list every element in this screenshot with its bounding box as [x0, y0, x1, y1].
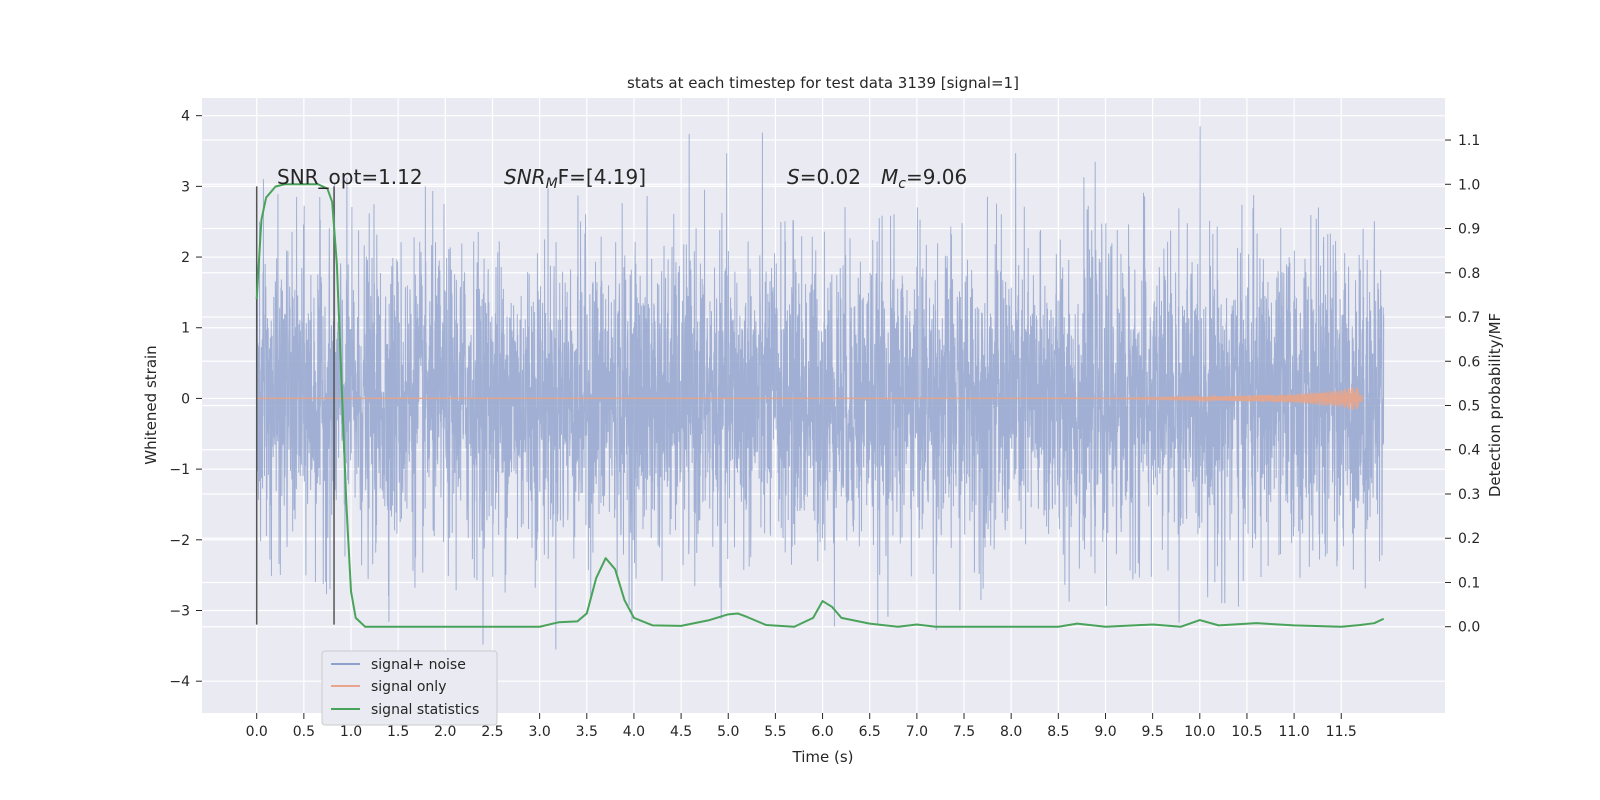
s-value: =0.02	[800, 165, 861, 189]
vertical-markers	[255, 186, 335, 625]
mc-sub: c	[898, 176, 906, 192]
snr-mf-rest: F=[4.19]	[558, 165, 646, 189]
annotation-snr-opt: SNR_opt=1.12	[277, 165, 423, 189]
x-tick-label: 2.0	[434, 724, 456, 740]
y-right-tick-label: 0.2	[1458, 531, 1480, 547]
mc-value: =9.06	[906, 165, 967, 189]
series-signal-statistics	[255, 183, 1385, 628]
y-right-tick-label: 0.3	[1458, 487, 1480, 503]
y-left-tick-label: 0	[181, 391, 190, 407]
annotation-s: S=0.02	[787, 165, 861, 189]
x-tick-label: 3.5	[576, 724, 598, 740]
y-right-tick-label: 0.8	[1458, 266, 1480, 282]
y-axis-label-right: Detection probability/MF	[1486, 313, 1504, 497]
x-tick-label: 5.5	[764, 724, 786, 740]
y-right-tick-label: 0.5	[1458, 399, 1480, 415]
x-tick-label: 8.0	[1000, 724, 1022, 740]
snr-mf-base: SNR	[504, 165, 546, 189]
y-right-tick-label: 1.1	[1458, 133, 1480, 149]
snr-mf-sub: M	[546, 176, 558, 192]
x-tick-label: 9.0	[1094, 724, 1116, 740]
legend: signal+ noise signal only signal statist…	[321, 650, 498, 726]
legend-label-signal-plus-noise: signal+ noise	[371, 657, 466, 673]
y-left-tick-label: −3	[169, 604, 190, 620]
annotation-snr-mf: SNRMF=[4.19]	[504, 165, 646, 192]
x-tick-label: 1.0	[340, 724, 362, 740]
signal-plus-noise-line	[256, 126, 1385, 650]
y-left-tick-label: −4	[169, 674, 190, 690]
x-tick-label: 7.0	[906, 724, 928, 740]
annotation-mc: Mc=9.06	[881, 165, 967, 192]
legend-box	[321, 650, 498, 726]
y-right-tick-label: 0.0	[1458, 620, 1480, 636]
x-tick-label: 4.0	[623, 724, 645, 740]
x-axis-label: Time (s)	[792, 748, 854, 766]
y-left-tick-label: 3	[181, 179, 190, 195]
y-left-tick-label: 4	[181, 109, 190, 125]
x-tick-label: 5.0	[717, 724, 739, 740]
series-signal-plus-noise	[256, 126, 1385, 650]
x-tick-label: 6.0	[811, 724, 833, 740]
x-tick-label: 8.5	[1047, 724, 1069, 740]
x-tick-label: 0.5	[293, 724, 315, 740]
x-tick-label: 9.5	[1142, 724, 1164, 740]
y-right-tick-label: 0.1	[1458, 575, 1480, 591]
y-right-tick-label: 1.0	[1458, 177, 1480, 193]
x-tick-label: 1.5	[387, 724, 409, 740]
s-symbol: S	[787, 165, 800, 189]
y-left-tick-label: 2	[181, 250, 190, 266]
x-tick-label: 11.5	[1326, 724, 1357, 740]
x-tick-label: 10.0	[1184, 724, 1215, 740]
legend-label-signal-only: signal only	[371, 679, 446, 695]
x-tick-label: 6.5	[859, 724, 881, 740]
y-right-tick-label: 0.6	[1458, 354, 1480, 370]
x-tick-label: 7.5	[953, 724, 975, 740]
mc-symbol: M	[881, 165, 898, 189]
y-left-tick-label: −2	[169, 533, 190, 549]
x-tick-label: 10.5	[1231, 724, 1262, 740]
signal-only-line	[256, 386, 1363, 411]
x-tick-label: 3.0	[528, 724, 550, 740]
y-right-tick-label: 0.4	[1458, 443, 1480, 459]
x-tick-label: 2.5	[481, 724, 503, 740]
signal-statistics-line	[255, 183, 1385, 628]
x-tick-label: 0.0	[246, 724, 268, 740]
chart-title: stats at each timestep for test data 313…	[627, 74, 1019, 92]
series-signal-only	[256, 386, 1363, 411]
y-left-tick-label: −1	[169, 462, 190, 478]
legend-label-signal-statistics: signal statistics	[371, 702, 479, 718]
x-tick-label: 11.0	[1279, 724, 1310, 740]
y-left-tick-label: 1	[181, 321, 190, 337]
y-right-tick-label: 0.7	[1458, 310, 1480, 326]
x-tick-label: 4.5	[670, 724, 692, 740]
y-right-tick-label: 0.9	[1458, 222, 1480, 238]
y-axis-label-left: Whitened strain	[142, 345, 160, 464]
axis-ticks: 0.0 0.5 1.0 1.5 2.0 2.5 3.0 3.5 4.0 4.5 5.0 5.5 6.0 6…	[169, 109, 1480, 740]
